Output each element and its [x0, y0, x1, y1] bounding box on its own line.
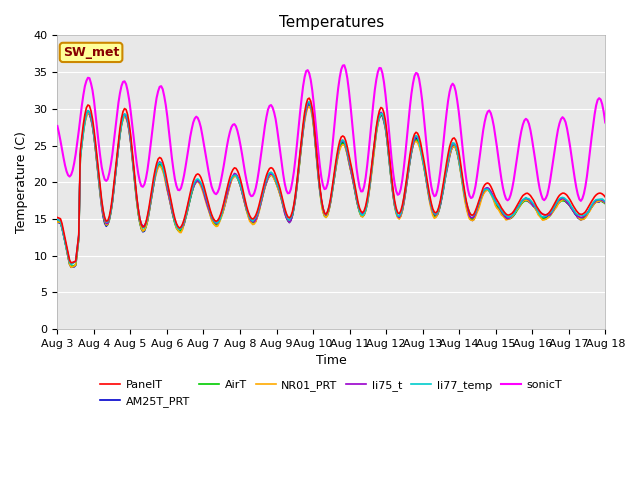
- NR01_PRT: [574, 214, 582, 220]
- AirT: [54, 218, 61, 224]
- NR01_PRT: [122, 115, 130, 121]
- li77_temp: [237, 182, 244, 188]
- li77_temp: [305, 99, 313, 105]
- Line: PanelT: PanelT: [58, 98, 605, 263]
- Text: SW_met: SW_met: [63, 46, 119, 59]
- PanelT: [67, 260, 75, 265]
- NR01_PRT: [54, 219, 61, 225]
- li75_t: [574, 214, 582, 219]
- AirT: [602, 201, 609, 206]
- PanelT: [574, 209, 582, 215]
- li75_t: [67, 261, 75, 266]
- li75_t: [305, 100, 313, 106]
- li75_t: [602, 200, 609, 205]
- Title: Temperatures: Temperatures: [278, 15, 384, 30]
- NR01_PRT: [67, 264, 75, 270]
- sonicT: [577, 198, 585, 204]
- PanelT: [305, 95, 313, 101]
- AirT: [294, 170, 302, 176]
- Line: sonicT: sonicT: [58, 65, 605, 201]
- AM25T_PRT: [574, 215, 582, 221]
- PanelT: [294, 165, 302, 170]
- li75_t: [54, 216, 61, 222]
- X-axis label: Time: Time: [316, 354, 347, 367]
- sonicT: [602, 120, 609, 125]
- sonicT: [244, 185, 252, 191]
- AM25T_PRT: [67, 264, 75, 270]
- AirT: [246, 216, 253, 222]
- AM25T_PRT: [305, 100, 313, 106]
- PanelT: [218, 206, 226, 212]
- AirT: [218, 211, 226, 216]
- PanelT: [246, 213, 253, 218]
- sonicT: [293, 141, 301, 147]
- AM25T_PRT: [122, 113, 130, 119]
- li75_t: [237, 183, 244, 189]
- li77_temp: [67, 262, 75, 267]
- NR01_PRT: [218, 212, 226, 217]
- sonicT: [121, 78, 129, 84]
- AM25T_PRT: [602, 200, 609, 206]
- li75_t: [218, 208, 226, 214]
- NR01_PRT: [246, 218, 253, 224]
- li75_t: [122, 114, 130, 120]
- Y-axis label: Temperature (C): Temperature (C): [15, 132, 28, 233]
- PanelT: [122, 107, 130, 112]
- AM25T_PRT: [294, 168, 302, 174]
- AirT: [67, 264, 75, 269]
- li75_t: [294, 168, 302, 173]
- AM25T_PRT: [54, 219, 61, 225]
- NR01_PRT: [294, 169, 302, 175]
- li77_temp: [602, 199, 609, 204]
- li77_temp: [54, 216, 61, 222]
- li77_temp: [574, 212, 582, 217]
- Line: li75_t: li75_t: [58, 103, 605, 264]
- NR01_PRT: [305, 104, 313, 109]
- sonicT: [217, 179, 225, 185]
- sonicT: [235, 135, 243, 141]
- Line: AirT: AirT: [58, 104, 605, 266]
- Line: AM25T_PRT: AM25T_PRT: [58, 103, 605, 267]
- NR01_PRT: [602, 200, 609, 206]
- AirT: [574, 214, 582, 219]
- Line: NR01_PRT: NR01_PRT: [58, 107, 605, 267]
- li77_temp: [246, 215, 253, 220]
- AM25T_PRT: [237, 183, 244, 189]
- li75_t: [246, 215, 253, 221]
- li77_temp: [294, 167, 302, 172]
- sonicT: [340, 62, 348, 68]
- PanelT: [237, 177, 244, 183]
- li77_temp: [218, 209, 226, 215]
- PanelT: [54, 215, 61, 220]
- PanelT: [602, 194, 609, 200]
- li77_temp: [122, 112, 130, 118]
- Line: li77_temp: li77_temp: [58, 102, 605, 264]
- Legend: PanelT, AM25T_PRT, AirT, NR01_PRT, li75_t, li77_temp, sonicT: PanelT, AM25T_PRT, AirT, NR01_PRT, li75_…: [96, 376, 566, 411]
- AirT: [237, 183, 244, 189]
- AirT: [122, 114, 130, 120]
- AM25T_PRT: [246, 215, 253, 221]
- sonicT: [572, 184, 580, 190]
- sonicT: [54, 123, 61, 129]
- AirT: [305, 101, 313, 107]
- NR01_PRT: [237, 183, 244, 189]
- AM25T_PRT: [218, 211, 226, 216]
